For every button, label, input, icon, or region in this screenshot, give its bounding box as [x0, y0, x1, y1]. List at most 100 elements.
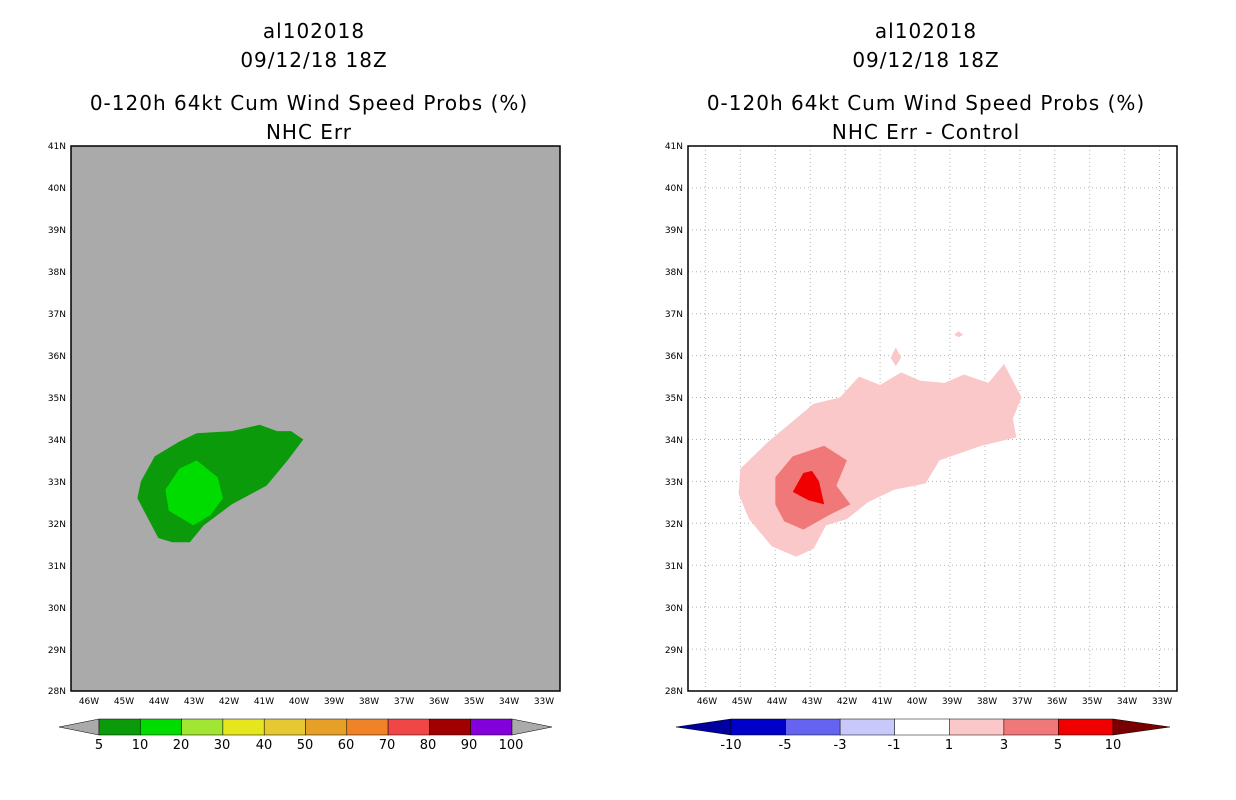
right-title-line-3: 0-120h 64kt Cum Wind Speed Probs (%) [707, 91, 1145, 115]
left-x-tick: 45W [114, 697, 134, 707]
right-x-tick: 39W [942, 697, 962, 707]
colorbar-swatch [894, 718, 950, 736]
right-y-tick: 31N [665, 562, 683, 572]
colorbar-swatch [730, 718, 786, 736]
left-y-tick: 31N [48, 562, 66, 572]
right-x-tick: 38W [977, 697, 997, 707]
colorbar-swatch [346, 718, 389, 736]
left-x-tick: 43W [184, 697, 204, 707]
left-plot-frame [70, 145, 561, 692]
right-x-tick: 37W [1012, 697, 1032, 707]
left-y-tick: 36N [48, 352, 66, 362]
colorbar-swatch [263, 718, 306, 736]
left-colorbar-label: 100 [499, 738, 524, 753]
left-panel: al102018 09/12/18 18Z 0-120h 64kt Cum Wi… [48, 19, 561, 753]
right-x-tick: 45W [732, 697, 752, 707]
right-colorbar-label: 10 [1105, 738, 1122, 753]
right-colorbar: -10 -5 -3 -1 1 3 5 10 [675, 718, 1171, 753]
right-y-tick: 32N [665, 520, 683, 530]
colorbar-swatch [181, 718, 224, 736]
left-colorbar-label: 80 [420, 738, 437, 753]
left-x-tick: 41W [254, 697, 274, 707]
left-title-line-1: al102018 [263, 19, 365, 43]
left-y-tick: 37N [48, 310, 66, 320]
right-y-tick: 35N [665, 394, 683, 404]
right-x-tick: 35W [1082, 697, 1102, 707]
left-colorbar-label: 40 [256, 738, 273, 753]
left-x-tick: 34W [499, 697, 519, 707]
left-x-tick: 42W [219, 697, 239, 707]
right-y-tick: 36N [665, 352, 683, 362]
left-y-tick: 41N [48, 142, 66, 152]
right-colorbar-label: -10 [720, 738, 741, 753]
left-y-tick: 32N [48, 520, 66, 530]
right-panel: al102018 09/12/18 18Z 0-120h 64kt Cum Wi… [665, 19, 1178, 753]
right-y-tick: 41N [665, 142, 683, 152]
left-x-tick: 36W [429, 697, 449, 707]
right-contours [738, 331, 1022, 557]
left-colorbar-labels: 5 10 20 30 40 50 60 70 80 90 100 [95, 738, 524, 753]
left-y-tick: 33N [48, 478, 66, 488]
right-y-tick: 33N [665, 478, 683, 488]
left-y-tick: 34N [48, 436, 66, 446]
contour-region-1 [954, 331, 964, 338]
colorbar-swatch [1003, 718, 1059, 736]
left-colorbar-label: 90 [461, 738, 478, 753]
contour-region-5 [792, 470, 825, 505]
right-x-tick: 43W [802, 697, 822, 707]
contour-region-1 [890, 347, 902, 367]
right-colorbar-label: 3 [1000, 738, 1008, 753]
right-y-tick: 38N [665, 268, 683, 278]
right-x-tick: 41W [872, 697, 892, 707]
right-colorbar-label: -3 [834, 738, 847, 753]
right-colorbar-labels: -10 -5 -3 -1 1 3 5 10 [720, 738, 1121, 753]
right-colorbar-label: 5 [1054, 738, 1062, 753]
left-y-tick: 35N [48, 394, 66, 404]
right-x-ticks: 46W 45W 44W 43W 42W 41W 40W 39W 38W 37W … [697, 697, 1172, 707]
left-colorbar-swatches [98, 718, 513, 736]
left-y-tick: 40N [48, 184, 66, 194]
left-colorbar-arrow-right [511, 718, 553, 736]
left-x-ticks: 46W 45W 44W 43W 42W 41W 40W 39W 38W 37W … [79, 697, 554, 707]
colorbar-swatch [387, 718, 430, 736]
right-x-tick: 42W [837, 697, 857, 707]
left-colorbar-label: 30 [214, 738, 231, 753]
left-colorbar-label: 5 [95, 738, 103, 753]
left-contours [137, 424, 304, 543]
right-colorbar-label: 1 [945, 738, 953, 753]
left-colorbar-label: 70 [379, 738, 396, 753]
left-x-tick: 33W [534, 697, 554, 707]
colorbar-swatch [839, 718, 895, 736]
left-y-ticks: 41N 40N 39N 38N 37N 36N 35N 34N 33N 32N … [48, 142, 66, 697]
right-colorbar-label: -1 [888, 738, 901, 753]
colorbar-swatch [140, 718, 182, 736]
right-plot-frame [687, 145, 1178, 692]
colorbar-swatch [470, 718, 513, 736]
right-title-line-4: NHC Err - Control [832, 120, 1020, 144]
right-y-tick: 29N [665, 646, 683, 656]
right-y-tick: 28N [665, 687, 683, 697]
colorbar-swatch [305, 718, 348, 736]
right-title-line-1: al102018 [875, 19, 977, 43]
colorbar-swatch [429, 718, 471, 736]
right-colorbar-swatches [730, 718, 1114, 736]
right-colorbar-label: -5 [779, 738, 792, 753]
left-y-tick: 29N [48, 646, 66, 656]
left-colorbar-arrow-left [58, 718, 100, 736]
right-colorbar-arrow-left [675, 718, 732, 736]
right-y-tick: 34N [665, 436, 683, 446]
left-x-tick: 39W [324, 697, 344, 707]
left-title-line-3: 0-120h 64kt Cum Wind Speed Probs (%) [90, 91, 528, 115]
right-x-tick: 34W [1117, 697, 1137, 707]
left-y-tick: 38N [48, 268, 66, 278]
right-x-tick: 44W [767, 697, 787, 707]
colorbar-swatch [222, 718, 265, 736]
left-plot-background [71, 146, 560, 691]
right-colorbar-arrow-right [1112, 718, 1171, 736]
right-x-tick: 46W [697, 697, 717, 707]
right-y-tick: 39N [665, 226, 683, 236]
right-x-tick: 40W [907, 697, 927, 707]
right-y-tick: 30N [665, 604, 683, 614]
left-y-tick: 39N [48, 226, 66, 236]
